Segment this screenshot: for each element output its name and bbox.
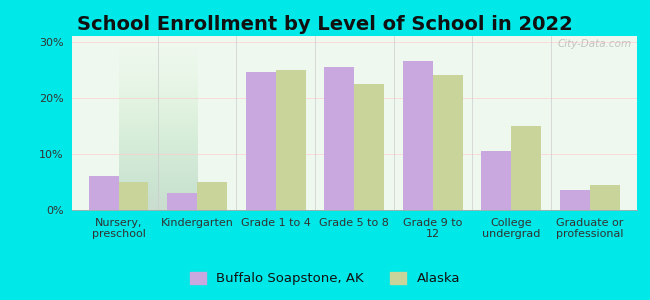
Bar xyxy=(118,182,148,210)
Bar xyxy=(246,73,276,210)
Bar xyxy=(512,126,541,210)
Bar xyxy=(590,185,619,210)
Bar xyxy=(354,84,384,210)
Bar xyxy=(482,151,512,210)
Bar xyxy=(560,190,590,210)
Text: School Enrollment by Level of School in 2022: School Enrollment by Level of School in … xyxy=(77,15,573,34)
Legend: Buffalo Soapstone, AK, Alaska: Buffalo Soapstone, AK, Alaska xyxy=(185,266,465,290)
Bar xyxy=(324,67,354,210)
Bar xyxy=(89,176,118,210)
Bar xyxy=(276,70,305,210)
Text: City-Data.com: City-Data.com xyxy=(557,40,631,50)
Bar xyxy=(167,193,197,210)
Bar xyxy=(197,182,227,210)
Bar xyxy=(403,61,433,210)
Bar xyxy=(433,75,463,210)
